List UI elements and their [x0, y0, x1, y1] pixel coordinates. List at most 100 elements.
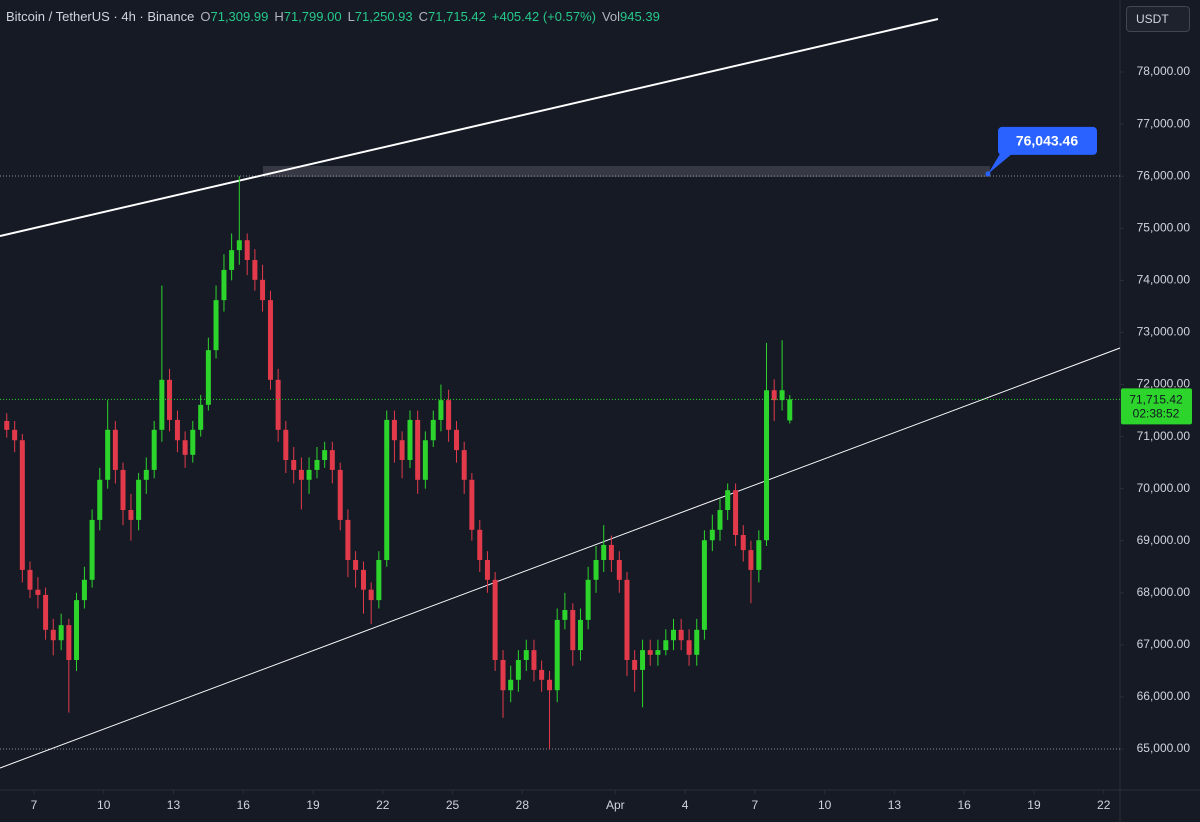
candle-body [298, 469, 304, 480]
candle-body [391, 419, 397, 441]
candle-body [678, 629, 684, 641]
candle-body [632, 660, 638, 670]
candle-body [136, 479, 142, 520]
candle-body [128, 510, 134, 520]
ohlc-key: H [274, 9, 284, 24]
candle-body [105, 429, 111, 480]
candle-body [748, 550, 754, 570]
y-tick-label: 73,000.00 [1137, 325, 1191, 339]
candle-body [438, 400, 444, 420]
candle-body [35, 589, 41, 595]
candle-body [554, 619, 560, 691]
y-tick-label: 72,000.00 [1137, 377, 1191, 391]
candle-body [43, 594, 49, 630]
candle-body [353, 560, 359, 570]
x-tick-label: 10 [818, 798, 832, 812]
marker-label: 76,043.46 [1016, 133, 1078, 149]
candle-body [384, 419, 390, 561]
candle-body [469, 479, 475, 530]
x-tick-label: 19 [306, 798, 320, 812]
candle-body [50, 629, 56, 641]
candle-body [368, 589, 374, 601]
candle-body [81, 579, 87, 601]
candle-body [779, 390, 785, 401]
candle-body [647, 650, 653, 655]
candle-body [260, 279, 266, 301]
candle-body [624, 579, 630, 661]
candle-body [577, 619, 583, 651]
candle-body [213, 300, 219, 351]
x-tick-label: 13 [888, 798, 902, 812]
candle-body [360, 569, 366, 590]
candle-body [585, 579, 591, 620]
candle-body [399, 440, 405, 461]
x-tick-label: 7 [752, 798, 759, 812]
candle-body [601, 544, 607, 561]
candle-body [709, 529, 715, 541]
marker-box [998, 126, 1097, 155]
candle-body [205, 350, 211, 405]
y-tick-label: 69,000.00 [1137, 533, 1191, 547]
x-tick-label: 4 [682, 798, 689, 812]
candle-body [174, 419, 180, 441]
trend-line [0, 347, 1121, 769]
candle-body [764, 390, 770, 541]
candle-body [4, 420, 10, 430]
candle-body [547, 679, 553, 691]
countdown: 02:38:52 [1133, 406, 1180, 420]
candle-body [198, 404, 204, 430]
candle-body [283, 429, 289, 461]
y-tick-label: 65,000.00 [1137, 741, 1191, 755]
candle-body [221, 269, 227, 301]
volume-value: 945.39 [620, 9, 660, 24]
candle-body [66, 625, 72, 661]
candle-body [229, 250, 235, 270]
candle-body [58, 625, 64, 641]
x-tick-label: 16 [237, 798, 251, 812]
ohlc-key: O [200, 9, 211, 24]
x-tick-label: 25 [446, 798, 460, 812]
marker-pointer [988, 153, 1012, 174]
last-price-box [1121, 388, 1192, 425]
ohlc-key: L [347, 9, 355, 24]
marker-point [985, 171, 991, 177]
candle-body [562, 610, 568, 620]
candle-body [74, 600, 80, 661]
candle-body [701, 540, 707, 630]
y-tick-label: 70,000.00 [1137, 481, 1191, 495]
y-tick-label: 71,000.00 [1137, 429, 1191, 443]
currency-button[interactable]: USDT [1126, 6, 1190, 32]
candle-body [787, 399, 793, 421]
candle-body [27, 569, 33, 590]
candle-body [608, 544, 614, 561]
ohlc-value: 71,715.42 [428, 9, 486, 24]
candle-body [446, 400, 452, 430]
candle-body [570, 610, 576, 651]
candle-body [484, 560, 490, 580]
candle-body [306, 469, 312, 480]
x-tick-label: 28 [516, 798, 530, 812]
candle-body [531, 650, 537, 670]
candle-body [539, 669, 545, 680]
candle-body [733, 490, 739, 536]
candle-body [97, 479, 103, 520]
symbol: Bitcoin / TetherUS · 4h · Binance [6, 9, 195, 24]
candle-body [508, 679, 514, 691]
candle-body [182, 440, 188, 455]
candle-body [89, 519, 95, 580]
x-tick-label: 22 [1097, 798, 1111, 812]
candle-body [616, 560, 622, 580]
x-tick-label: 19 [1027, 798, 1041, 812]
change: +405.42 (+0.57%) [491, 9, 596, 24]
candle-body [640, 650, 646, 670]
candle-body [415, 419, 421, 480]
candle-body [314, 460, 320, 470]
candle-body [461, 450, 467, 480]
candle-body [19, 440, 25, 570]
candle-body [244, 240, 250, 261]
candle-body [422, 440, 428, 480]
y-tick-label: 76,000.00 [1137, 168, 1191, 182]
candle-body [477, 529, 483, 561]
